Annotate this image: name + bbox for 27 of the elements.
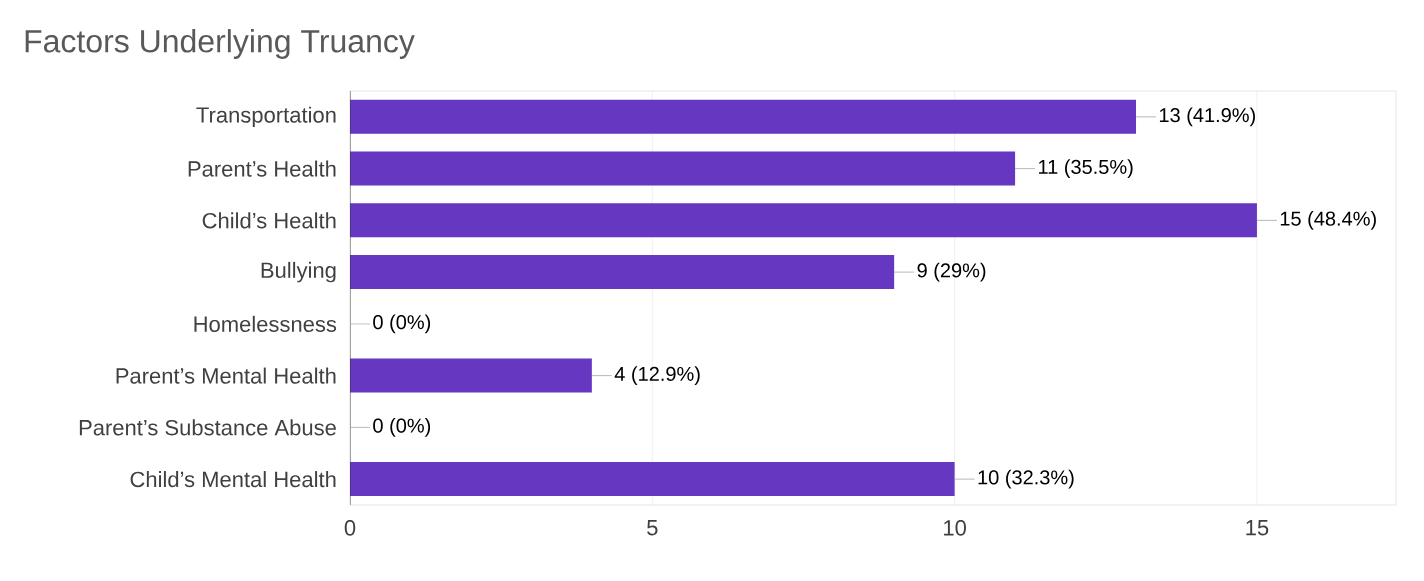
- bar: [350, 151, 1016, 186]
- y-tick-label: Parent’s Substance Abuse: [79, 419, 336, 436]
- x-tick-label: 5: [647, 520, 658, 536]
- data-label: 0 (0%): [373, 314, 431, 334]
- bar: [350, 462, 955, 497]
- chart-title: Factors Underlying Truancy: [25, 29, 415, 59]
- y-tick-label: Parent’s Mental Health: [116, 367, 336, 384]
- y-tick-label: Child’s Health: [202, 212, 336, 229]
- data-label: 10 (32.3%): [978, 469, 1074, 489]
- x-tick-label: 0: [344, 520, 356, 536]
- data-label: 11 (35.5%): [1039, 159, 1133, 178]
- data-label: 15 (48.4%): [1280, 211, 1376, 230]
- data-label: 9 (29%): [917, 262, 986, 282]
- bar: [350, 203, 1257, 238]
- y-tick-label: Child’s Mental Health: [130, 471, 336, 488]
- data-label: 0 (0%): [373, 418, 431, 437]
- data-label: 4 (12.9%): [614, 366, 700, 385]
- bar: [350, 99, 1137, 134]
- bar: [350, 255, 895, 290]
- x-tick-label: 15: [1246, 520, 1269, 536]
- y-tick-label: Bullying: [261, 261, 336, 283]
- bar: [350, 358, 592, 393]
- y-tick-label: Parent’s Health: [188, 160, 336, 177]
- data-label: 13 (41.9%): [1159, 107, 1255, 127]
- y-tick-label: Homelessness: [194, 315, 337, 332]
- x-tick-label: 10: [944, 520, 966, 536]
- y-tick-label: Transportation: [196, 106, 336, 128]
